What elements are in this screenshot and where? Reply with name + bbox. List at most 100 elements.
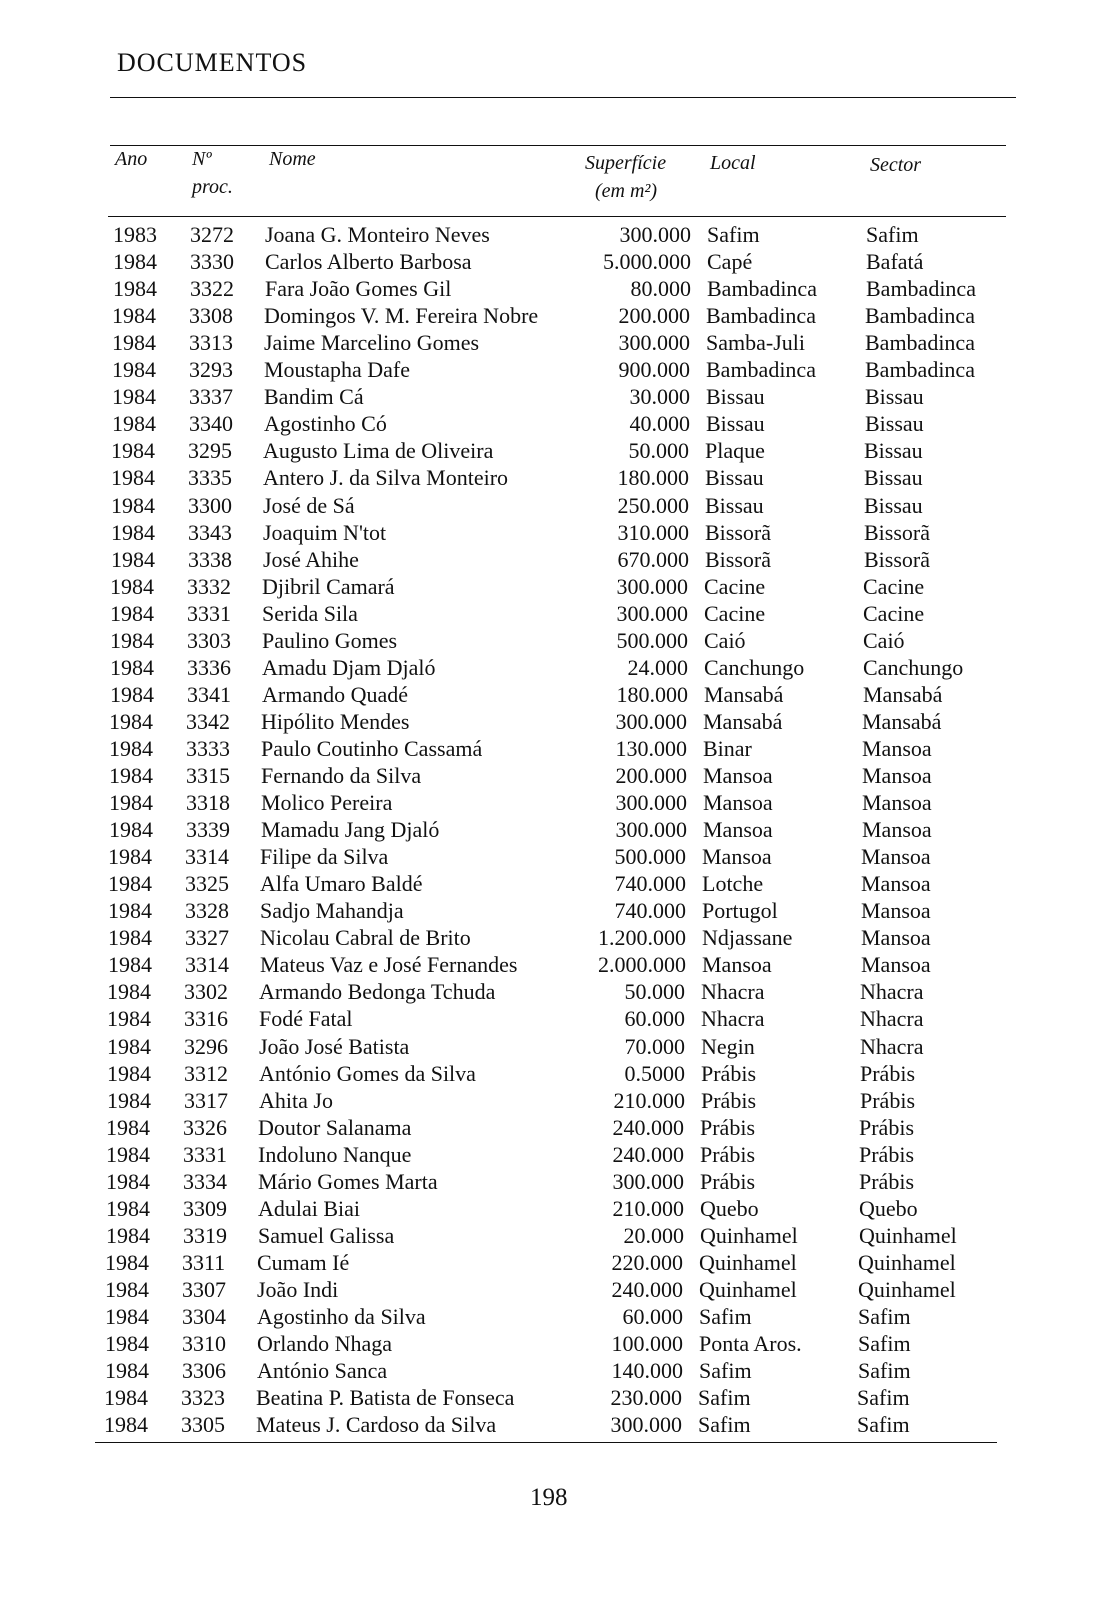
table-row: 1983 3272 Joana G. Monteiro Neves 300.000 Sa… [0, 221, 1109, 248]
table-row: 1984 3293 Moustapha Dafe 900.000 Bambadinca B… [0, 356, 1109, 383]
cell-sector: Mansoa [861, 871, 931, 897]
table-row: 1984 3322 Fara João Gomes Gil 80.000 Bambadi… [0, 275, 1109, 302]
cell-ano: 1984 [112, 411, 156, 437]
cell-superficie: 140.000 [611, 1358, 684, 1384]
cell-sector: Mansoa [861, 925, 931, 951]
cell-superficie: 300.000 [616, 573, 689, 599]
cell-ano: 1984 [108, 844, 152, 870]
cell-proc: 3303 [187, 627, 231, 653]
table-header-rule [108, 216, 1006, 217]
table-row: 1984 3341 Armando Quadé 180.000 Mansabá Mansa… [0, 681, 1109, 708]
cell-ano: 1984 [111, 438, 155, 464]
cell-proc: 3331 [183, 1141, 227, 1167]
cell-local: Ponta Aros. [699, 1331, 802, 1357]
cell-nome: Jaime Marcelino Gomes [264, 330, 480, 356]
table-row: 1984 3336 Amadu Djam Djaló 24.000 Canchungo C… [0, 654, 1109, 681]
cell-proc: 3309 [183, 1195, 227, 1221]
table-row: 1984 3304 Agostinho da Silva 60.000 Safim Saf… [0, 1303, 1109, 1330]
cell-sector: Mansoa [862, 735, 932, 761]
cell-superficie: 300.000 [615, 817, 688, 843]
cell-local: Caió [704, 627, 746, 653]
cell-local: Cacine [704, 600, 766, 626]
cell-sector: Mansoa [861, 898, 931, 924]
cell-local: Mansoa [702, 952, 772, 978]
cell-nome: Agostinho Có [264, 411, 387, 437]
cell-ano: 1984 [108, 871, 152, 897]
cell-sector: Quinhamel [859, 1222, 957, 1248]
cell-superficie: 900.000 [618, 357, 691, 383]
cell-ano: 1984 [111, 546, 155, 572]
col-header-proc-2: proc. [192, 176, 233, 198]
cell-superficie: 220.000 [611, 1249, 684, 1275]
cell-nome: Mário Gomes Marta [258, 1168, 438, 1194]
cell-nome: Mateus J. Cardoso da Silva [256, 1412, 497, 1438]
cell-ano: 1984 [110, 681, 154, 707]
cell-proc: 3335 [188, 465, 232, 491]
cell-ano: 1984 [105, 1304, 149, 1329]
cell-nome: Molico Pereira [261, 790, 393, 816]
table-row: 1984 3343 Joaquim N'tot 310.000 Bissorã Bisso… [0, 519, 1109, 546]
cell-ano: 1984 [109, 763, 153, 788]
cell-sector: Safim [858, 1304, 911, 1329]
cell-proc: 3315 [186, 763, 230, 788]
cell-nome: Mateus Vaz e José Fernandes [260, 952, 518, 978]
cell-nome: Hipólito Mendes [261, 708, 410, 734]
cell-local: Prábis [700, 1114, 755, 1140]
cell-proc: 3323 [181, 1385, 225, 1411]
cell-local: Bissau [706, 384, 765, 410]
cell-proc: 3334 [183, 1168, 227, 1194]
cell-nome: Serida Sila [262, 600, 358, 626]
table-row: 1984 3309 Adulai Biai 210.000 Quebo Quebo [0, 1195, 1109, 1222]
cell-local: Negin [701, 1033, 755, 1059]
cell-superficie: 5.000.000 [603, 249, 691, 275]
cell-proc: 3342 [186, 708, 230, 734]
table-row: 1984 3300 José de Sá 250.000 Bissau Bissau [0, 492, 1109, 519]
cell-nome: Samuel Galissa [258, 1222, 395, 1248]
table-row: 1984 3327 Nicolau Cabral de Brito 1.200.000… [0, 924, 1109, 951]
cell-sector: Nhacra [860, 1006, 924, 1032]
cell-local: Bissau [706, 411, 765, 437]
cell-sector: Nhacra [860, 1033, 924, 1059]
cell-superficie: 40.000 [629, 411, 691, 437]
cell-sector: Bambadinca [866, 276, 976, 302]
cell-sector: Mansabá [862, 708, 942, 734]
cell-sector: Bissau [865, 384, 924, 410]
cell-nome: Filipe da Silva [260, 844, 389, 870]
cell-nome: Indoluno Nanque [258, 1141, 412, 1167]
cell-superficie: 300.000 [616, 600, 689, 626]
cell-ano: 1984 [112, 303, 156, 329]
cell-superficie: 2.000.000 [598, 952, 686, 978]
cell-local: Mansoa [703, 790, 773, 816]
cell-ano: 1984 [106, 1222, 150, 1248]
cell-proc: 3314 [185, 952, 229, 978]
cell-superficie: 250.000 [617, 492, 690, 518]
cell-nome: Fara João Gomes Gil [265, 276, 452, 302]
cell-sector: Bissau [865, 411, 924, 437]
cell-proc: 3325 [185, 871, 229, 897]
cell-local: Safim [699, 1304, 752, 1329]
cell-ano: 1984 [107, 1006, 151, 1032]
cell-proc: 3318 [186, 790, 230, 816]
table-row: 1984 3330 Carlos Alberto Barbosa 5.000.000 C… [0, 248, 1109, 275]
cell-sector: Mansoa [862, 817, 932, 843]
cell-ano: 1984 [110, 654, 154, 680]
cell-sector: Prábis [859, 1168, 914, 1194]
cell-local: Binar [703, 735, 752, 761]
cell-local: Quebo [700, 1195, 759, 1221]
table-row: 1984 3303 Paulino Gomes 500.000 Caió Caió [0, 627, 1109, 654]
cell-superficie: 310.000 [617, 519, 690, 545]
cell-nome: Doutor Salanama [258, 1114, 412, 1140]
cell-local: Safim [699, 1358, 752, 1384]
cell-sector: Nhacra [860, 979, 924, 1005]
cell-sector: Prábis [860, 1087, 915, 1113]
cell-nome: Mamadu Jang Djaló [261, 817, 440, 843]
table-row: 1984 3308 Domingos V. M. Fereira Nobre 200.… [0, 302, 1109, 329]
cell-nome: Paulo Coutinho Cassamá [261, 735, 483, 761]
cell-local: Prábis [700, 1141, 755, 1167]
cell-local: Lotche [702, 871, 764, 897]
cell-nome: Armando Quadé [262, 681, 409, 707]
cell-proc: 3308 [189, 303, 233, 329]
cell-local: Safim [707, 222, 760, 247]
page-number: 198 [530, 1484, 568, 1511]
cell-superficie: 240.000 [612, 1141, 685, 1167]
